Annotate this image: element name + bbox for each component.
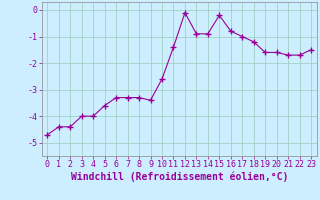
X-axis label: Windchill (Refroidissement éolien,°C): Windchill (Refroidissement éolien,°C) bbox=[70, 172, 288, 182]
